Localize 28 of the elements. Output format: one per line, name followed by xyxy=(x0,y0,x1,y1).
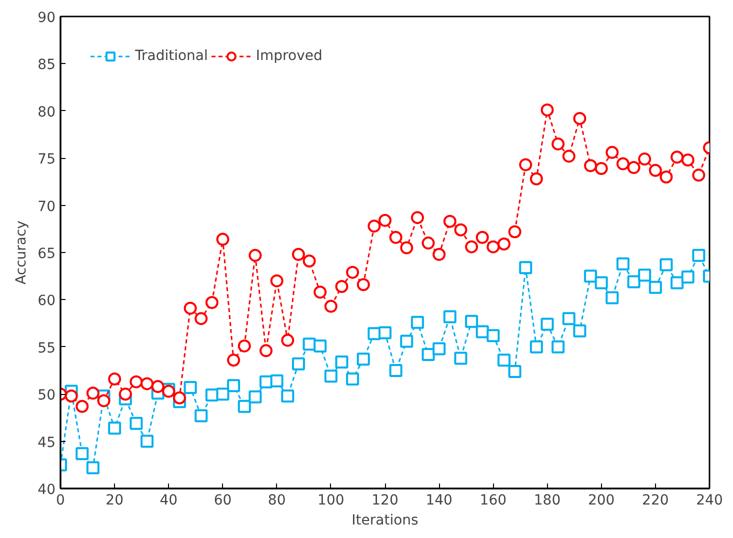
y-tick-label: 55 xyxy=(38,340,56,356)
y-tick-label: 65 xyxy=(38,246,56,262)
y-tick-label: 50 xyxy=(38,388,56,404)
y-tick-label: 80 xyxy=(38,104,56,120)
y-tick-label: 75 xyxy=(38,152,56,168)
x-tick-label: 80 xyxy=(268,492,286,508)
x-tick-label: 40 xyxy=(160,492,178,508)
legend-label: Improved xyxy=(256,48,322,64)
y-tick-label: 90 xyxy=(38,10,56,26)
x-tick-label: 240 xyxy=(696,492,723,508)
y-tick-label: 70 xyxy=(38,198,56,215)
y-axis-title: Accuracy xyxy=(14,220,30,284)
x-tick-label: 100 xyxy=(318,492,344,508)
x-tick-label: 120 xyxy=(372,492,398,508)
x-tick-label: 180 xyxy=(534,492,561,508)
y-tick-label: 40 xyxy=(38,482,56,498)
legend-label: Traditional xyxy=(135,48,208,64)
x-tick-label: 140 xyxy=(426,492,452,508)
x-axis-title: Iterations xyxy=(352,512,418,528)
x-tick-label: 20 xyxy=(106,492,124,508)
x-tick-label: 200 xyxy=(588,492,615,508)
y-tick-label: 60 xyxy=(38,293,56,310)
x-tick-label: 0 xyxy=(56,492,65,508)
x-tick-label: 160 xyxy=(480,492,507,508)
x-tick-label: 60 xyxy=(214,492,232,508)
y-tick-label: 85 xyxy=(38,57,56,74)
y-tick-label: 45 xyxy=(38,434,56,451)
x-tick-label: 220 xyxy=(642,492,669,508)
